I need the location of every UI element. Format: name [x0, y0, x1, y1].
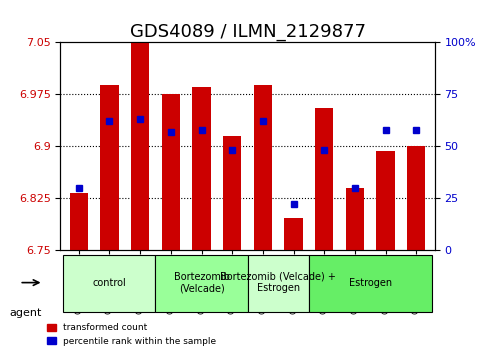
FancyBboxPatch shape: [156, 255, 248, 312]
Bar: [131, 42, 149, 250]
Legend: transformed count, percentile rank within the sample: transformed count, percentile rank withi…: [43, 320, 220, 349]
Bar: [346, 188, 364, 250]
Bar: [192, 87, 211, 250]
FancyBboxPatch shape: [248, 255, 309, 312]
Title: GDS4089 / ILMN_2129877: GDS4089 / ILMN_2129877: [129, 23, 366, 41]
Bar: [284, 218, 303, 250]
Bar: [376, 151, 395, 250]
Bar: [407, 146, 426, 250]
Bar: [100, 85, 119, 250]
Text: Bortezomib (Velcade) +
Estrogen: Bortezomib (Velcade) + Estrogen: [220, 272, 336, 293]
Bar: [223, 136, 242, 250]
Text: Bortezomib
(Velcade): Bortezomib (Velcade): [173, 272, 229, 293]
Bar: [315, 108, 333, 250]
Text: agent: agent: [10, 308, 42, 318]
Bar: [254, 85, 272, 250]
Text: control: control: [93, 278, 127, 287]
FancyBboxPatch shape: [309, 255, 432, 312]
FancyBboxPatch shape: [63, 255, 156, 312]
Bar: [162, 95, 180, 250]
Text: Estrogen: Estrogen: [349, 278, 392, 287]
Bar: [70, 193, 88, 250]
